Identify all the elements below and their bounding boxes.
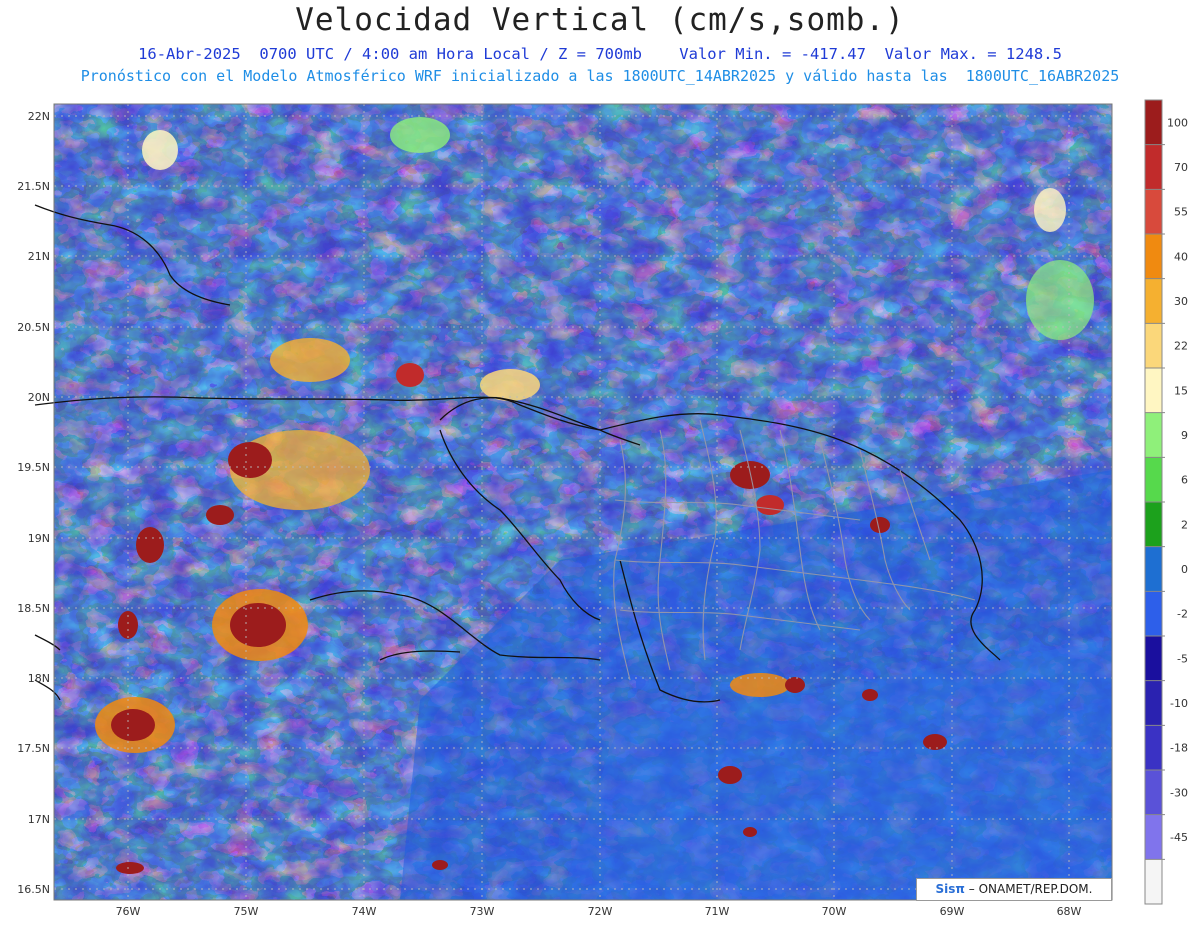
colorbar-swatch <box>1145 234 1162 280</box>
lat-label: 18.5N <box>17 602 50 615</box>
colorbar-swatch <box>1145 144 1162 190</box>
colorbar-swatch <box>1145 323 1162 369</box>
lat-label: 17N <box>28 813 50 826</box>
colorbar-swatch <box>1145 770 1162 816</box>
map-gridlines <box>54 104 1112 900</box>
colorbar-label: -10 <box>1170 697 1188 710</box>
credit-box: Sisπ – ONAMET/REP.DOM. <box>916 878 1112 901</box>
colorbar-swatch <box>1145 278 1162 324</box>
colorbar-swatch <box>1145 100 1162 146</box>
colorbar-label: 6 <box>1181 474 1188 487</box>
province-borders <box>613 419 976 681</box>
lon-label: 71W <box>705 905 730 918</box>
colorbar-swatch <box>1145 546 1162 592</box>
colorbar-label: -45 <box>1170 831 1188 844</box>
map-subtitle-date-values: 16-Abr-2025 0700 UTC / 4:00 am Hora Loca… <box>138 45 1062 63</box>
credit-text: – ONAMET/REP.DOM. <box>968 882 1093 896</box>
lon-label: 68W <box>1057 905 1082 918</box>
colorbar-swatch <box>1145 591 1162 637</box>
colorbar-swatch <box>1145 457 1162 503</box>
lat-label: 17.5N <box>17 742 50 755</box>
colorbar-swatch <box>1145 189 1162 235</box>
lat-label: 20.5N <box>17 321 50 334</box>
colorbar-swatch <box>1145 814 1162 860</box>
colorbar-swatch <box>1145 680 1162 726</box>
lat-label: 19N <box>28 532 50 545</box>
lat-label: 21N <box>28 250 50 263</box>
coastlines <box>34 204 1001 703</box>
colorbar: 100 70 55 40 30 22 15 9 6 2 0 -2 -5 -10 -18 -30 -45 <box>1144 99 1188 905</box>
colorbar-label: -18 <box>1170 742 1188 755</box>
colorbar-swatch <box>1145 725 1162 771</box>
lon-label: 73W <box>470 905 495 918</box>
colorbar-label: 30 <box>1174 295 1188 308</box>
colorbar-label: 70 <box>1174 161 1188 174</box>
colorbar-label: 9 <box>1181 429 1188 442</box>
colorbar-swatch <box>1145 412 1162 458</box>
colorbar-label: 55 <box>1174 206 1188 219</box>
map-title: Velocidad Vertical (cm/s,somb.) <box>295 2 905 38</box>
velocity-field <box>54 104 1112 900</box>
lat-label: 18N <box>28 672 50 685</box>
lon-label: 70W <box>822 905 847 918</box>
lon-label: 74W <box>352 905 377 918</box>
colorbar-label: 40 <box>1174 250 1188 263</box>
colorbar-label: 15 <box>1174 384 1188 397</box>
lon-label: 76W <box>116 905 141 918</box>
colorbar-swatch <box>1145 859 1162 905</box>
lon-label: 69W <box>940 905 965 918</box>
colorbar-label: 100 <box>1167 116 1188 129</box>
latitude-axis: 22N 21.5N 21N 20.5N 20N 19.5N 19N 18.5N … <box>17 110 50 896</box>
colorbar-label: 22 <box>1174 340 1188 353</box>
longitude-axis: 76W 75W 74W 73W 72W 71W 70W 69W 68W <box>116 905 1082 918</box>
lat-label: 19.5N <box>17 461 50 474</box>
lon-label: 75W <box>234 905 259 918</box>
lat-label: 20N <box>28 391 50 404</box>
lat-label: 22N <box>28 110 50 123</box>
lat-label: 21.5N <box>17 180 50 193</box>
map-subtitle-model-info: Pronóstico con el Modelo Atmosférico WRF… <box>80 67 1120 85</box>
colorbar-label: 0 <box>1181 563 1188 576</box>
colorbar-label: -5 <box>1177 652 1188 665</box>
lon-label: 72W <box>588 905 613 918</box>
map-frame <box>53 103 1113 901</box>
colorbar-swatch <box>1145 368 1162 414</box>
colorbar-label: -2 <box>1177 608 1188 621</box>
colorbar-swatch <box>1145 636 1162 682</box>
colorbar-label: 2 <box>1181 518 1188 531</box>
sispi-logo: Sisπ <box>935 882 965 896</box>
lat-label: 16.5N <box>17 883 50 896</box>
convective-cells <box>95 117 1094 874</box>
colorbar-label: -30 <box>1170 786 1188 799</box>
colorbar-swatch <box>1145 502 1162 548</box>
